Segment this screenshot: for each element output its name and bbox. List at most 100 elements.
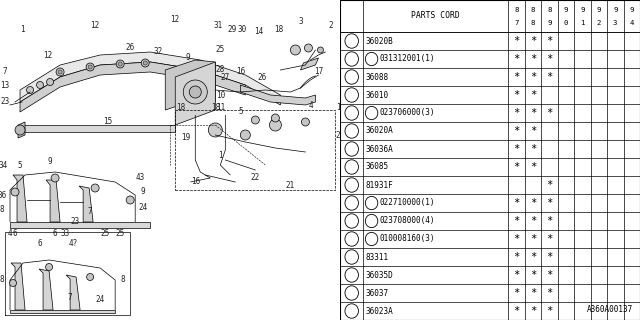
- Text: 5: 5: [349, 110, 354, 116]
- Text: *: *: [513, 54, 520, 64]
- Text: 3: 3: [613, 20, 618, 26]
- Text: 28: 28: [216, 66, 225, 75]
- Text: 32: 32: [154, 47, 163, 57]
- Text: N: N: [370, 219, 373, 223]
- Text: 36036A: 36036A: [365, 145, 393, 154]
- Circle shape: [345, 142, 358, 156]
- Text: 9: 9: [349, 182, 354, 188]
- Text: 12: 12: [348, 236, 356, 242]
- Text: 15: 15: [104, 117, 113, 126]
- Text: 21: 21: [286, 180, 295, 189]
- Text: 4?: 4?: [68, 238, 77, 247]
- Text: *: *: [513, 306, 520, 316]
- Polygon shape: [46, 180, 60, 222]
- Text: 26: 26: [258, 74, 267, 83]
- Text: *: *: [547, 270, 552, 280]
- Text: N: N: [370, 201, 373, 205]
- Circle shape: [317, 47, 323, 53]
- Text: *: *: [530, 144, 536, 154]
- Text: *: *: [513, 270, 520, 280]
- Circle shape: [91, 184, 99, 192]
- Polygon shape: [20, 62, 245, 112]
- Polygon shape: [10, 310, 115, 313]
- Text: 33: 33: [60, 229, 70, 238]
- Polygon shape: [20, 52, 280, 105]
- Text: 29: 29: [228, 26, 237, 35]
- Text: *: *: [547, 252, 552, 262]
- Text: 36088: 36088: [365, 73, 388, 82]
- Text: 18: 18: [211, 103, 220, 113]
- Circle shape: [36, 82, 44, 89]
- Text: 9: 9: [596, 7, 601, 13]
- Text: *: *: [547, 288, 552, 298]
- Text: *: *: [530, 198, 536, 208]
- Circle shape: [345, 304, 358, 318]
- Circle shape: [345, 214, 358, 228]
- Polygon shape: [18, 122, 25, 138]
- Text: *: *: [513, 234, 520, 244]
- Text: 25: 25: [116, 229, 125, 238]
- Text: PARTS CORD: PARTS CORD: [412, 12, 460, 20]
- Circle shape: [345, 286, 358, 300]
- Circle shape: [365, 196, 378, 210]
- Text: 9: 9: [141, 188, 145, 196]
- Circle shape: [241, 130, 250, 140]
- Text: 7: 7: [68, 292, 72, 301]
- Text: *: *: [513, 252, 520, 262]
- Text: 27: 27: [221, 74, 230, 83]
- Text: 8: 8: [547, 7, 552, 13]
- Text: 4: 4: [8, 228, 12, 237]
- Text: 7: 7: [88, 207, 92, 217]
- Text: 8: 8: [121, 276, 125, 284]
- Text: 11: 11: [216, 103, 225, 113]
- Text: *: *: [547, 108, 552, 118]
- Text: 1: 1: [218, 150, 223, 159]
- Text: 8: 8: [531, 7, 535, 13]
- Circle shape: [291, 45, 300, 55]
- Text: 22: 22: [251, 173, 260, 182]
- Text: C: C: [370, 57, 373, 61]
- Text: *: *: [513, 36, 520, 46]
- Text: *: *: [530, 252, 536, 262]
- Text: 4: 4: [630, 20, 634, 26]
- Text: 36020A: 36020A: [365, 126, 393, 135]
- Text: *: *: [513, 90, 520, 100]
- Text: 30: 30: [237, 26, 247, 35]
- Text: *: *: [547, 198, 552, 208]
- Circle shape: [345, 178, 358, 192]
- Text: *: *: [547, 180, 552, 190]
- Text: *: *: [530, 306, 536, 316]
- Text: 9: 9: [613, 7, 618, 13]
- Polygon shape: [165, 60, 215, 110]
- Circle shape: [15, 125, 25, 135]
- Circle shape: [345, 250, 358, 264]
- Text: 31: 31: [214, 20, 223, 29]
- Text: 14: 14: [253, 28, 263, 36]
- Text: 36020B: 36020B: [365, 36, 393, 45]
- Text: *: *: [530, 54, 536, 64]
- Text: *: *: [513, 108, 520, 118]
- Text: 8: 8: [514, 7, 518, 13]
- Text: 10: 10: [216, 91, 225, 100]
- Text: 6: 6: [38, 238, 42, 247]
- Circle shape: [305, 44, 312, 52]
- Text: *: *: [513, 162, 520, 172]
- Circle shape: [183, 80, 207, 104]
- Circle shape: [141, 59, 149, 67]
- Circle shape: [58, 70, 62, 74]
- Circle shape: [86, 274, 93, 281]
- Circle shape: [345, 88, 358, 102]
- Text: *: *: [530, 234, 536, 244]
- Circle shape: [345, 106, 358, 120]
- Circle shape: [345, 124, 358, 138]
- Polygon shape: [20, 125, 175, 132]
- Circle shape: [47, 78, 54, 85]
- Text: 7: 7: [514, 20, 518, 26]
- Text: 1: 1: [580, 20, 584, 26]
- Text: *: *: [513, 198, 520, 208]
- Circle shape: [365, 52, 378, 66]
- Circle shape: [116, 60, 124, 68]
- Polygon shape: [13, 175, 27, 222]
- Circle shape: [126, 196, 134, 204]
- Text: 2: 2: [349, 56, 354, 62]
